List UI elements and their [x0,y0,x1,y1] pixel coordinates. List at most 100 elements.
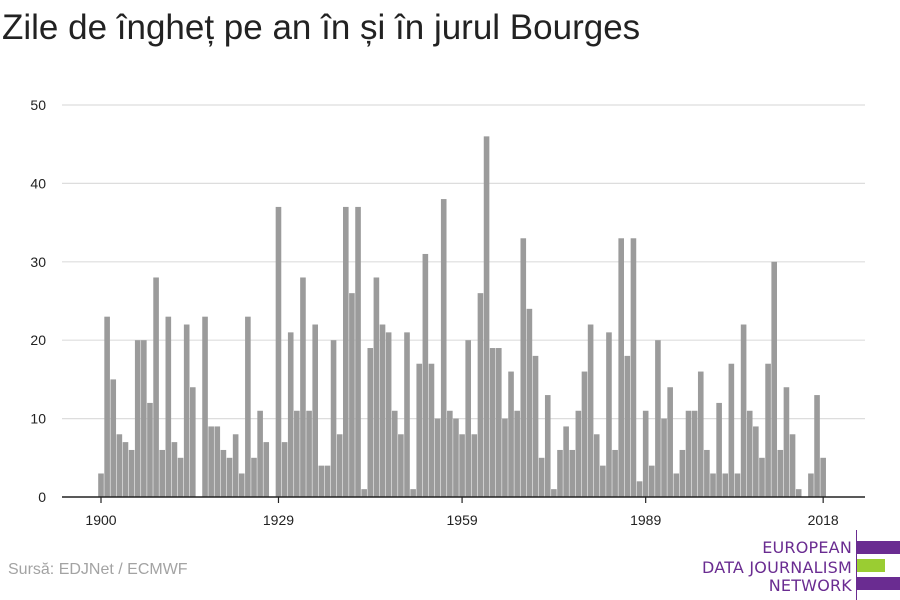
bar [575,410,582,497]
bar [783,387,790,497]
bar [569,449,576,497]
bar [520,238,527,497]
bar [391,410,398,497]
bar [606,332,612,497]
bar [336,434,343,497]
bar [440,199,447,497]
bar [728,363,735,497]
bar [808,473,814,497]
logo-bar-purple-top [857,541,900,554]
bar [710,473,716,497]
bar [410,489,416,497]
bar [593,434,600,497]
bar [636,481,643,497]
y-tick-label: 30 [30,254,46,270]
x-axis: 1900 1929 1959 1989 2018 [62,496,865,528]
bars [98,136,826,498]
y-tick-label: 50 [30,97,46,113]
source-note: Sursă: EDJNet / ECMWF [8,561,188,578]
bar [722,473,729,497]
bar [324,465,331,497]
bar [122,442,129,497]
bar [600,465,606,497]
bar [404,332,410,497]
bar [477,293,484,497]
bar [177,457,184,497]
bar [134,340,141,497]
bar [704,449,710,497]
bar [771,261,777,497]
bar [649,465,655,497]
bar [116,434,123,497]
bar [661,418,667,497]
x-tick-label: 2018 [808,512,839,528]
bar [777,449,784,497]
bar [141,340,147,497]
bar [159,449,165,497]
logo-bar-purple-bottom [857,577,900,590]
logo-line-1: EUROPEAN [762,538,852,557]
y-tick-label: 10 [30,411,46,427]
bar [434,418,441,497]
bar [814,395,820,497]
bar-chart: 0 10 20 30 40 50 1900 1929 1959 1989 2018 [30,97,865,528]
bar [208,426,214,497]
bar [263,442,270,497]
bar [171,442,178,497]
bar [398,434,404,497]
bar [422,253,429,497]
bar [306,410,312,497]
bar [679,449,686,497]
bar [183,324,190,497]
x-tick-label: 1959 [447,512,478,528]
bar [165,316,172,497]
bar [453,418,459,497]
bar [459,434,465,497]
bar [447,410,453,497]
bar [153,277,159,497]
bar [428,363,435,497]
bar [471,434,478,497]
edjnet-logo: EUROPEAN DATA JOURNALISM NETWORK [700,530,900,600]
bar [508,371,514,497]
bar [245,316,251,497]
bar [691,410,698,497]
bar [330,340,337,497]
bar [214,426,221,497]
bar [483,136,490,498]
logo-bar-green [857,559,885,572]
bar [544,395,551,497]
bar [502,418,508,497]
bar [281,442,288,497]
bar [220,449,227,497]
bar [581,371,588,497]
bar [655,340,661,497]
bar [251,457,257,497]
bar [232,434,239,497]
logo-line-3: NETWORK [768,576,852,595]
bar [465,340,471,497]
chart-title: Zile de îngheț pe an în și în jurul Bour… [2,8,641,47]
bar [789,434,796,497]
bar [685,410,692,497]
bar [110,379,117,497]
bar [416,363,423,497]
bar [238,473,245,497]
bar [275,206,282,498]
bar [312,324,318,497]
y-tick-label: 40 [30,175,46,191]
bar [642,410,649,497]
bar [98,473,104,497]
bar [759,457,765,497]
bar [753,426,759,497]
bar [489,348,496,497]
bar [287,332,294,497]
bar [318,465,325,497]
bar [257,410,263,497]
bar [202,316,208,497]
y-axis-tick-labels: 0 10 20 30 40 50 [30,97,46,505]
y-tick-label: 20 [30,332,46,348]
x-tick-label: 1989 [630,512,661,528]
bar [612,449,618,497]
bar [294,410,300,497]
